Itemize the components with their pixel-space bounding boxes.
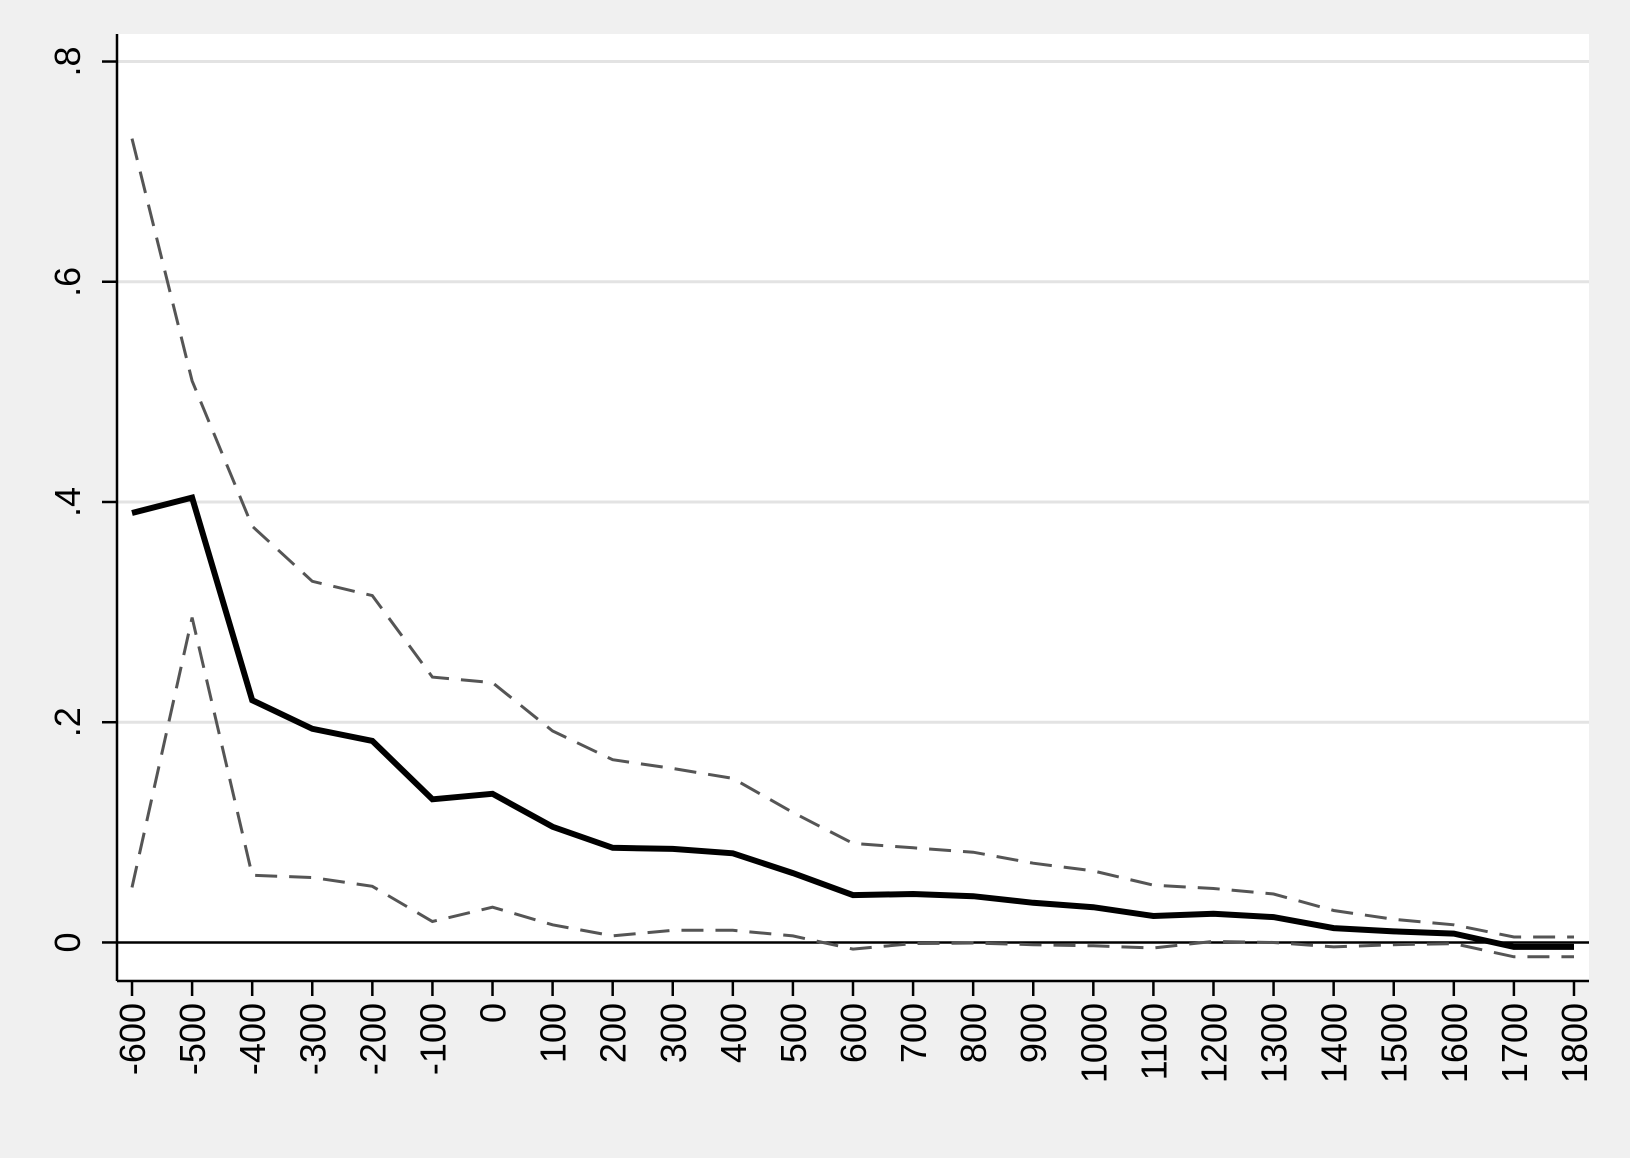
y-tick-label: .4: [47, 487, 88, 517]
x-tick-label: 600: [833, 1003, 874, 1063]
x-tick-label: 1000: [1073, 1003, 1114, 1083]
x-axis-ticks: -600 -500 -400 -300 -200 -100 0 100 200 300 400 500…: [112, 981, 1595, 1083]
x-tick-label: 1700: [1494, 1003, 1535, 1083]
series-line-estimate: [131, 493, 1574, 950]
series-line-upper-bound: [130, 138, 1574, 939]
x-tick-label: 200: [593, 1003, 634, 1063]
x-tick-label: 1300: [1254, 1003, 1295, 1083]
x-tick-label: 700: [893, 1003, 934, 1063]
x-tick-label: -400: [232, 1003, 273, 1075]
y-tick-label: 0: [47, 932, 88, 952]
y-tick-label: .8: [47, 46, 88, 76]
x-tick-label: 900: [1013, 1003, 1054, 1063]
x-tick-label: 100: [533, 1003, 574, 1063]
y-tick-label: .6: [47, 267, 88, 297]
x-tick-label: 1600: [1434, 1003, 1475, 1083]
x-tick-label: 300: [653, 1003, 694, 1063]
plot-area: [117, 34, 1589, 981]
x-tick-label: 1500: [1374, 1003, 1415, 1083]
grid-lines: [117, 60, 1589, 724]
series-layer: [130, 138, 1574, 959]
x-tick-label: 800: [953, 1003, 994, 1063]
x-tick-label: 400: [713, 1003, 754, 1063]
x-tick-label: 1400: [1314, 1003, 1355, 1083]
x-tick-label: -300: [292, 1003, 333, 1075]
y-axis-ticks: 0 .2 .4 .6 .8: [47, 46, 117, 953]
x-tick-label: -200: [352, 1003, 393, 1075]
x-tick-label: -100: [412, 1003, 453, 1075]
x-tick-label: 1800: [1554, 1003, 1595, 1083]
x-tick-label: 1100: [1133, 1003, 1174, 1080]
x-tick-label: 1200: [1194, 1003, 1235, 1083]
x-tick-label: 0: [473, 1003, 514, 1023]
x-tick-label: -500: [172, 1003, 213, 1075]
y-tick-label: .2: [47, 707, 88, 737]
x-tick-label: 500: [773, 1003, 814, 1063]
x-tick-label: -600: [112, 1003, 153, 1075]
series-line-lower-bound: [130, 617, 1574, 959]
